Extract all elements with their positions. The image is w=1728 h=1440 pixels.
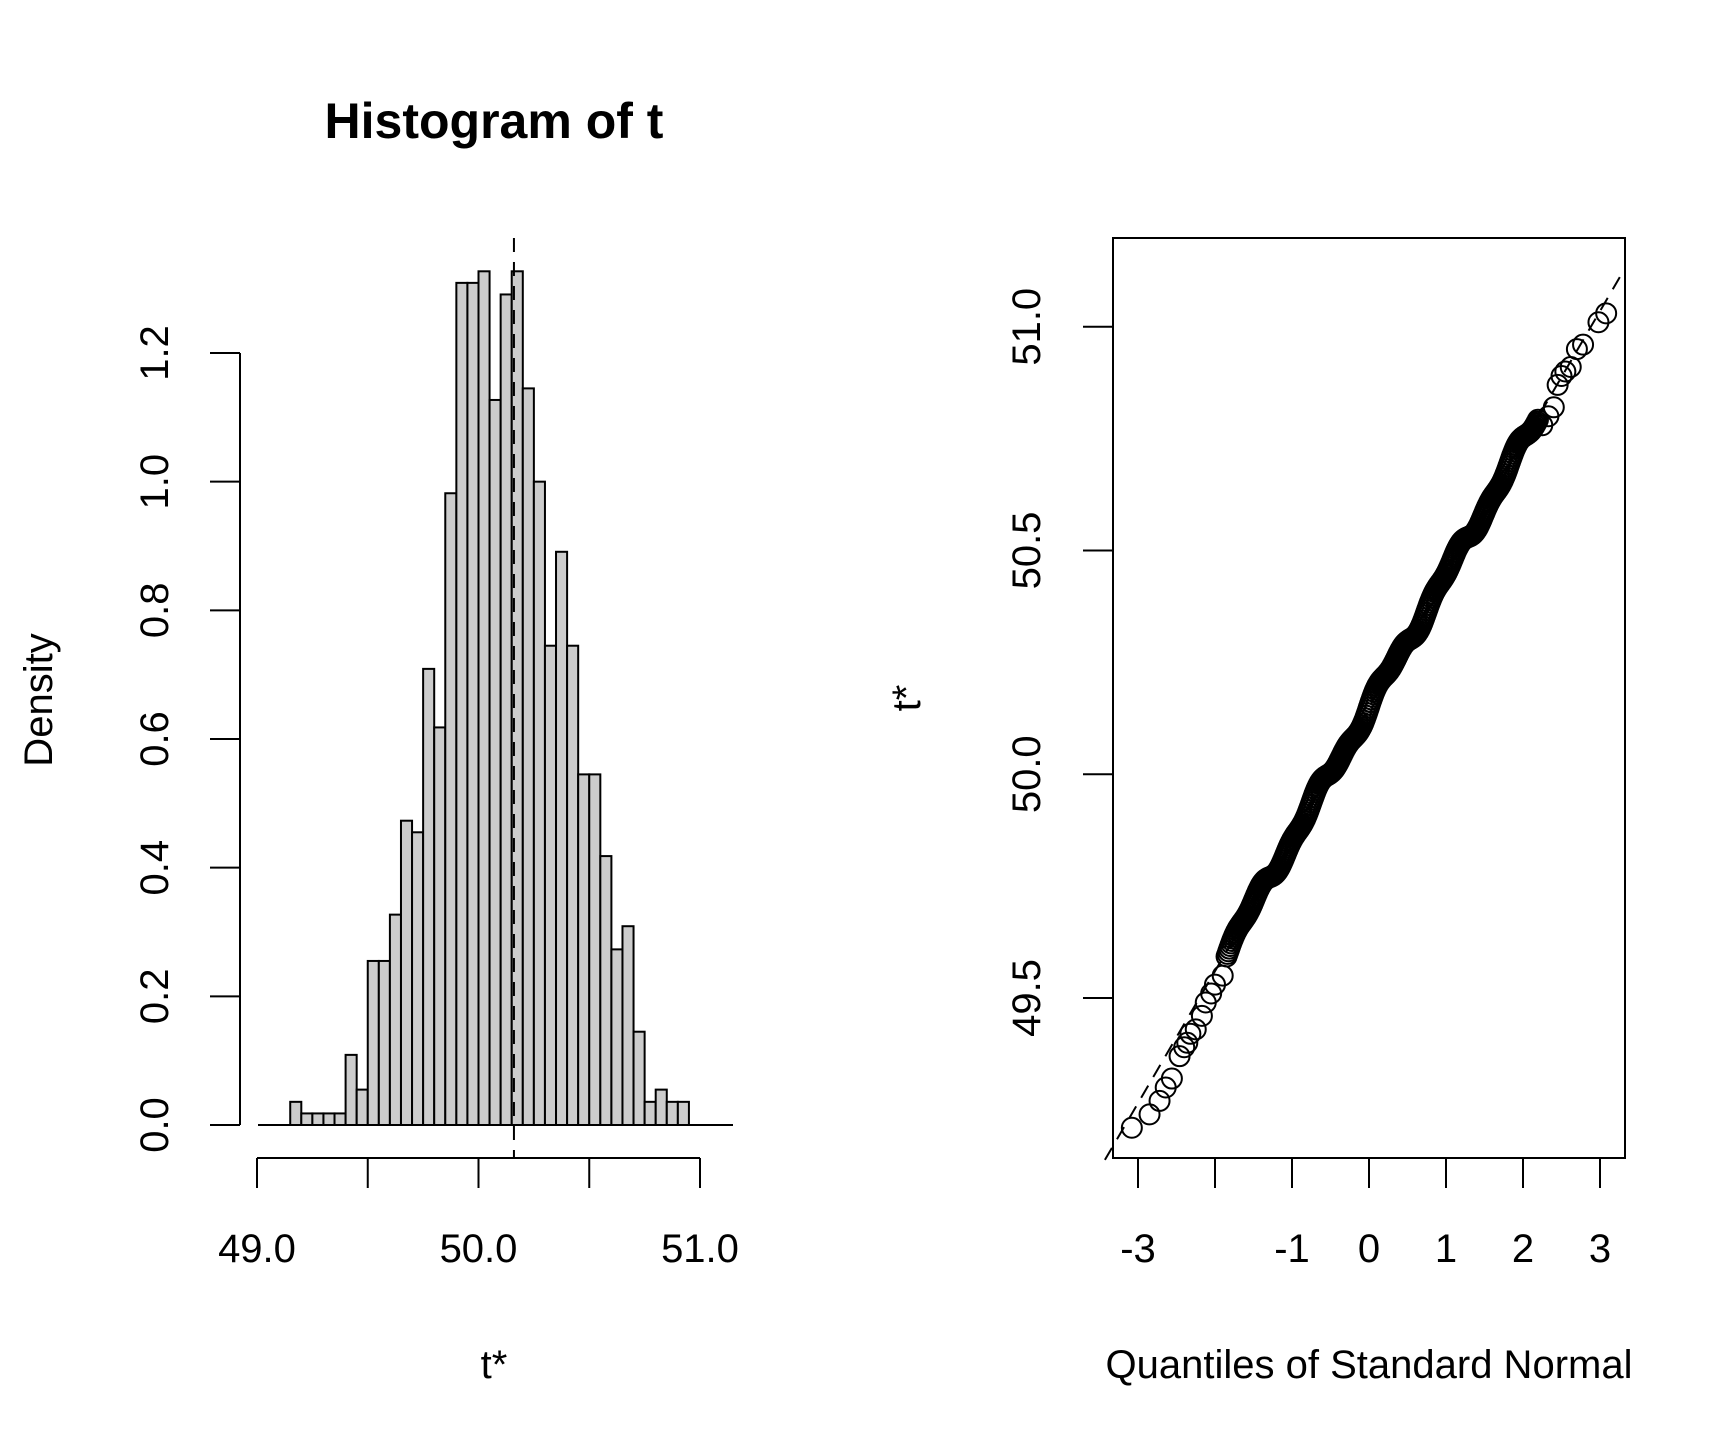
- qq-x-axis: -3 -1 0 1 2 3: [1120, 1158, 1611, 1271]
- qq-plot-panel: 49.5 50.0 50.5 51.0 -3 -1 0 1 2 3 t* Quantiles o…: [885, 237, 1633, 1387]
- qq-point: [1565, 338, 1588, 361]
- qq-point: [1148, 1089, 1171, 1112]
- qq-y-tick-label: 50.0: [1005, 735, 1049, 813]
- histogram-x-tick-label: 49.0: [218, 1227, 296, 1271]
- histogram-bar: [333, 1112, 347, 1127]
- histogram-bar: [676, 1100, 690, 1126]
- histogram-bar: [289, 1100, 303, 1126]
- histogram-panel: Histogram of t 0.0 0.2 0.4 0.6 0.8 1.0 1.2 49.…: [17, 93, 739, 1387]
- qq-x-tick-label: 1: [1435, 1227, 1457, 1271]
- histogram-bar: [433, 726, 447, 1126]
- histogram-y-label: Density: [17, 633, 61, 766]
- histogram-bar: [311, 1112, 325, 1127]
- qq-x-tick-label: 3: [1589, 1227, 1611, 1271]
- histogram-y-tick-label: 0.4: [133, 840, 177, 896]
- histogram-bar: [300, 1112, 314, 1127]
- histogram-bar: [466, 281, 480, 1127]
- histogram-bar: [355, 1088, 369, 1127]
- qq-dense-point-band: [1215, 408, 1549, 968]
- histogram-y-axis: 0.0 0.2 0.4 0.6 0.8 1.0 1.2: [133, 325, 241, 1153]
- histogram-bar: [555, 550, 569, 1126]
- histogram-x-tick-label: 50.0: [440, 1227, 518, 1271]
- histogram-bar: [388, 913, 402, 1126]
- histogram-bar: [422, 667, 436, 1126]
- histogram-bar: [344, 1053, 358, 1127]
- qq-x-tick-label: -3: [1120, 1227, 1156, 1271]
- histogram-title: Histogram of t: [325, 93, 664, 149]
- qq-point: [1542, 396, 1565, 419]
- histogram-x-label: t*: [481, 1343, 508, 1387]
- histogram-bar: [577, 773, 591, 1127]
- histogram-y-tick-label: 0.6: [133, 711, 177, 767]
- qq-point: [1595, 302, 1618, 325]
- histogram-bar: [411, 831, 425, 1126]
- histogram-bar: [499, 293, 513, 1126]
- histogram-bar: [521, 387, 535, 1126]
- qq-y-tick-label: 49.5: [1005, 959, 1049, 1037]
- qq-x-tick-label: 0: [1358, 1227, 1380, 1271]
- histogram-x-axis: 49.0 50.0 51.0: [218, 1157, 739, 1271]
- histogram-bar: [532, 480, 546, 1126]
- histogram-bar: [399, 819, 414, 1126]
- histogram-bar: [599, 855, 613, 1126]
- qq-point: [1173, 1036, 1196, 1059]
- histogram-bar: [377, 959, 391, 1127]
- histogram-bar: [366, 959, 380, 1127]
- histogram-y-tick-label: 1.0: [133, 454, 177, 510]
- histogram-bar: [665, 1100, 679, 1126]
- histogram-bar: [621, 925, 635, 1127]
- qq-point: [1120, 1116, 1143, 1139]
- qq-point: [1554, 360, 1577, 383]
- histogram-bar: [543, 644, 558, 1126]
- histogram-bar: [444, 492, 458, 1127]
- histogram-y-tick-label: 0.8: [133, 583, 177, 639]
- qq-y-tick-label: 50.5: [1005, 512, 1049, 590]
- histogram-y-tick-label: 0.2: [133, 969, 177, 1025]
- qq-y-label: t*: [885, 685, 929, 712]
- qq-point: [1526, 408, 1549, 431]
- histogram-bar: [643, 1100, 657, 1126]
- qq-point: [1184, 1018, 1207, 1041]
- histogram-bar: [488, 398, 502, 1127]
- histogram-y-tick-label: 0.0: [133, 1097, 177, 1153]
- histogram-bar: [588, 773, 602, 1127]
- histogram-bar: [477, 270, 491, 1126]
- qq-x-tick-label: 2: [1512, 1227, 1534, 1271]
- qq-point: [1160, 1067, 1183, 1090]
- qq-point: [1179, 1022, 1202, 1045]
- qq-y-axis: 49.5 50.0 50.5 51.0: [1005, 288, 1113, 1037]
- histogram-bar: [610, 948, 624, 1126]
- histogram-bars: [258, 270, 733, 1127]
- qq-point: [1190, 1004, 1213, 1027]
- qq-x-tick-label: -1: [1274, 1227, 1310, 1271]
- histogram-x-tick-label: 51.0: [661, 1227, 739, 1271]
- qq-point: [1572, 333, 1595, 356]
- qq-point: [1211, 964, 1234, 987]
- qq-points: [1120, 302, 1618, 1139]
- histogram-y-tick-label: 1.2: [133, 325, 177, 381]
- histogram-bar: [455, 281, 469, 1127]
- qq-x-label: Quantiles of Standard Normal: [1106, 1343, 1633, 1387]
- histogram-bar: [654, 1088, 668, 1127]
- histogram-bar: [322, 1112, 336, 1127]
- qq-y-tick-label: 51.0: [1005, 288, 1049, 366]
- histogram-bar: [632, 1030, 646, 1127]
- histogram-bar: [566, 644, 580, 1126]
